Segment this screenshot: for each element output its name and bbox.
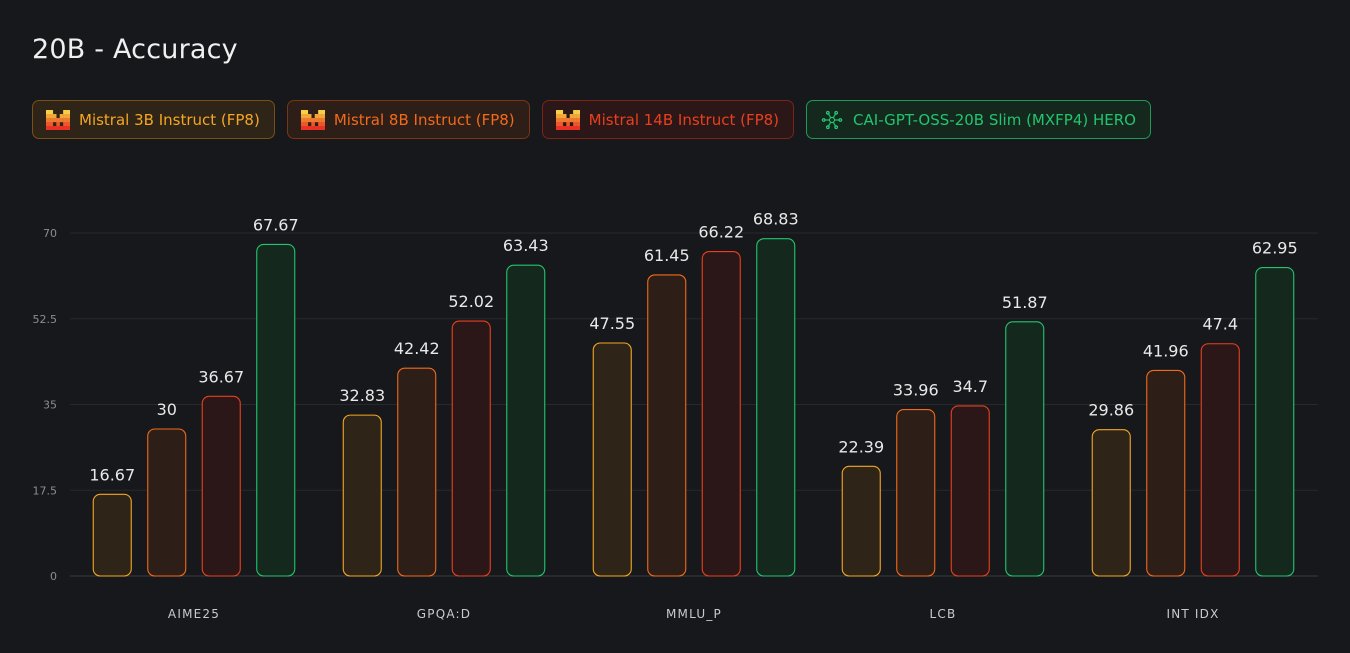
y-tick-label: 35 bbox=[43, 399, 57, 412]
legend-item-mistral-3b[interactable]: Mistral 3B Instruct (FP8) bbox=[32, 100, 275, 139]
bar[interactable] bbox=[1091, 429, 1131, 577]
bar-value-label: 61.45 bbox=[644, 246, 690, 265]
legend-label: Mistral 14B Instruct (FP8) bbox=[588, 110, 780, 129]
bar-value-label: 63.43 bbox=[503, 236, 549, 255]
bar[interactable] bbox=[1200, 343, 1240, 577]
bar-value-label: 51.87 bbox=[1002, 293, 1048, 312]
bar-value-label: 16.67 bbox=[89, 465, 135, 484]
bar-value-label: 66.22 bbox=[698, 223, 744, 242]
bar-value-label: 62.95 bbox=[1252, 239, 1298, 258]
x-tick-label: MMLU_P bbox=[666, 607, 722, 621]
bar-value-label: 34.7 bbox=[952, 377, 988, 396]
legend-item-mistral-14b[interactable]: Mistral 14B Instruct (FP8) bbox=[541, 100, 795, 139]
y-tick-label: 0 bbox=[50, 570, 57, 583]
bar-value-label: 67.67 bbox=[253, 215, 299, 234]
bar-value-label: 33.96 bbox=[893, 381, 939, 400]
mistral-logo-icon bbox=[300, 109, 325, 130]
y-tick-label: 52.5 bbox=[33, 313, 58, 326]
bar[interactable] bbox=[201, 395, 241, 577]
bar[interactable] bbox=[841, 465, 881, 577]
bar-value-label: 41.96 bbox=[1143, 341, 1189, 360]
bar[interactable] bbox=[756, 238, 796, 577]
chart-title: 20B - Accuracy bbox=[32, 34, 238, 65]
legend-label: CAI-GPT-OSS-20B Slim (MXFP4) HERO bbox=[853, 110, 1136, 129]
bar-value-label: 47.4 bbox=[1202, 315, 1238, 334]
bar[interactable] bbox=[256, 243, 296, 577]
x-tick-label: INT IDX bbox=[1166, 607, 1219, 621]
bar[interactable] bbox=[506, 264, 546, 577]
legend-label: Mistral 3B Instruct (FP8) bbox=[79, 110, 260, 129]
bar[interactable] bbox=[592, 342, 632, 577]
bar-value-label: 22.39 bbox=[838, 437, 884, 456]
legend-item-mistral-8b[interactable]: Mistral 8B Instruct (FP8) bbox=[286, 100, 530, 139]
bar-value-label: 68.83 bbox=[753, 210, 799, 229]
y-tick-label: 17.5 bbox=[33, 484, 58, 497]
legend-label: Mistral 8B Instruct (FP8) bbox=[333, 110, 515, 129]
x-tick-label: LCB bbox=[930, 607, 957, 621]
bar-value-label: 47.55 bbox=[589, 314, 635, 333]
legend: Mistral 3B Instruct (FP8) Mistral 8B Ins… bbox=[32, 100, 1151, 139]
bar-value-label: 29.86 bbox=[1088, 401, 1134, 420]
bar[interactable] bbox=[147, 428, 187, 577]
y-tick-label: 70 bbox=[43, 227, 57, 240]
snowflake-logo-icon bbox=[821, 110, 843, 129]
bar[interactable] bbox=[1146, 369, 1186, 577]
bar[interactable] bbox=[451, 320, 491, 577]
bar[interactable] bbox=[896, 409, 936, 577]
bar[interactable] bbox=[1255, 266, 1295, 577]
bar-value-label: 32.83 bbox=[339, 386, 385, 405]
x-tick-label: AIME25 bbox=[168, 607, 220, 621]
bar[interactable] bbox=[950, 405, 990, 577]
mistral-logo-icon bbox=[46, 109, 70, 130]
bar[interactable] bbox=[342, 414, 382, 577]
x-tick-label: GPQA:D bbox=[417, 607, 471, 621]
bar[interactable] bbox=[397, 367, 437, 577]
bar[interactable] bbox=[701, 250, 741, 577]
bar[interactable] bbox=[647, 274, 687, 577]
bar-value-label: 36.67 bbox=[198, 367, 244, 386]
bar[interactable] bbox=[1005, 321, 1045, 577]
bar[interactable] bbox=[92, 493, 132, 577]
bar-value-label: 30 bbox=[157, 400, 177, 419]
legend-item-cai-gpt-oss[interactable]: CAI-GPT-OSS-20B Slim (MXFP4) HERO bbox=[806, 100, 1151, 139]
mistral-logo-icon bbox=[555, 109, 580, 130]
bar-value-label: 52.02 bbox=[448, 292, 494, 311]
bar-value-label: 42.42 bbox=[394, 339, 440, 358]
